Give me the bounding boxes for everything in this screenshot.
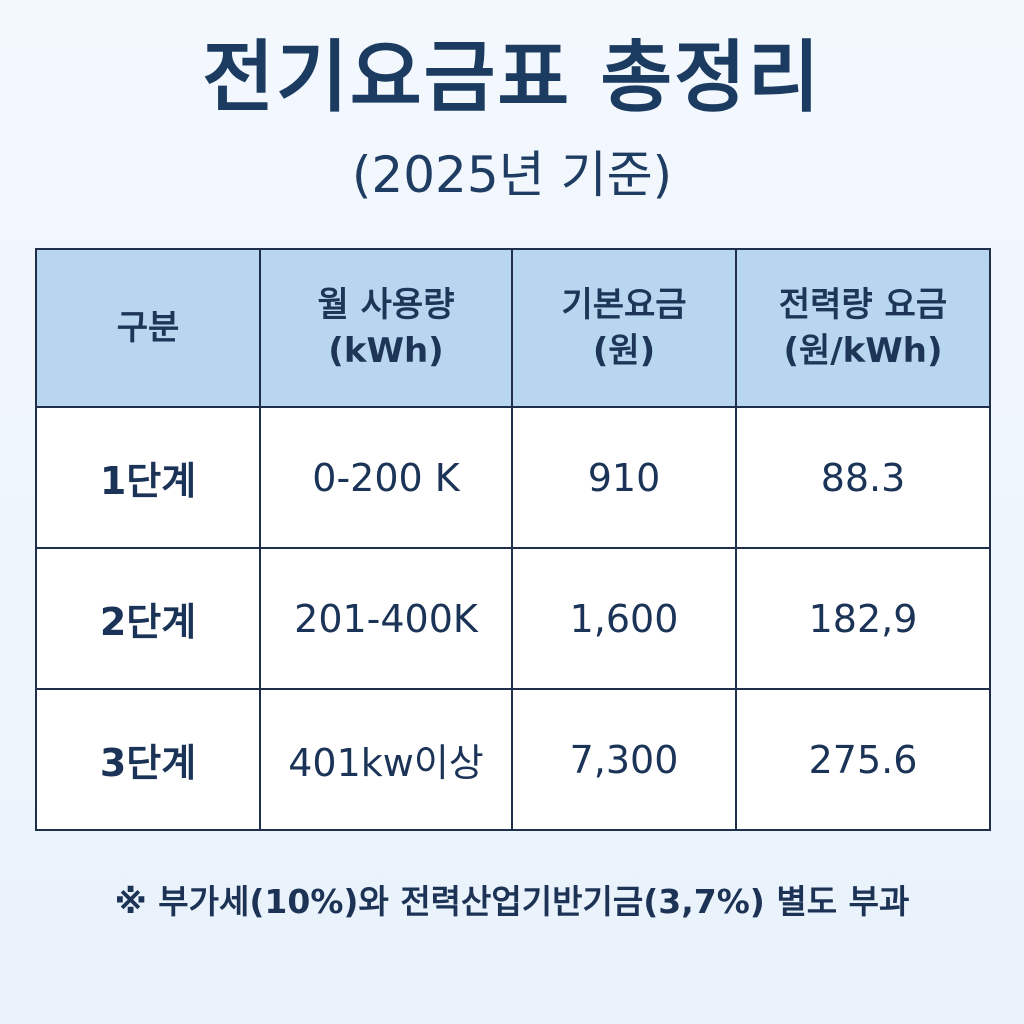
usage-cell: 201-400K — [259, 547, 513, 690]
table-row: 1단계 0-200 K 910 88.3 — [35, 406, 991, 549]
header-category-label: 구분 — [116, 308, 180, 348]
energy-rate-cell: 275.6 — [735, 688, 991, 831]
header-monthly-usage-unit: (kWh) — [328, 331, 444, 371]
table-row: 2단계 201-400K 1,600 182,9 — [35, 547, 991, 690]
base-fee-cell: 7,300 — [511, 688, 737, 831]
stage-cell: 3단계 — [35, 688, 261, 831]
header-monthly-usage: 월 사용량 (kWh) — [259, 248, 513, 408]
page-subtitle: (2025년 기준) — [351, 146, 673, 204]
stage-cell: 2단계 — [35, 547, 261, 690]
header-category: 구분 — [35, 248, 261, 408]
table-header-row: 구분 월 사용량 (kWh) 기본요금 (원) 전력량 요금 (원/kWh) — [35, 248, 991, 408]
header-energy-rate-unit: (원/kWh) — [783, 331, 943, 371]
energy-rate-cell: 88.3 — [735, 406, 991, 549]
footnote: ※ 부가세(10%)와 전력산업기반기금(3,7%) 별도 부과 — [114, 882, 910, 921]
base-fee-cell: 1,600 — [511, 547, 737, 690]
header-base-fee-unit: (원) — [592, 331, 656, 371]
header-base-fee-label: 기본요금 — [561, 285, 687, 325]
energy-rate-cell: 182,9 — [735, 547, 991, 690]
header-base-fee: 기본요금 (원) — [511, 248, 737, 408]
usage-cell: 0-200 K — [259, 406, 513, 549]
header-energy-rate: 전력량 요금 (원/kWh) — [735, 248, 991, 408]
table-row: 3단계 401kw이상 7,300 275.6 — [35, 688, 991, 831]
base-fee-cell: 910 — [511, 406, 737, 549]
header-monthly-usage-label: 월 사용량 — [317, 285, 455, 325]
page-title: 전기요금표 총정리 — [202, 33, 822, 123]
stage-cell: 1단계 — [35, 406, 261, 549]
header-energy-rate-label: 전력량 요금 — [778, 285, 948, 325]
usage-cell: 401kw이상 — [259, 688, 513, 831]
electricity-rate-table: 구분 월 사용량 (kWh) 기본요금 (원) 전력량 요금 (원/kWh) 1… — [35, 248, 991, 831]
